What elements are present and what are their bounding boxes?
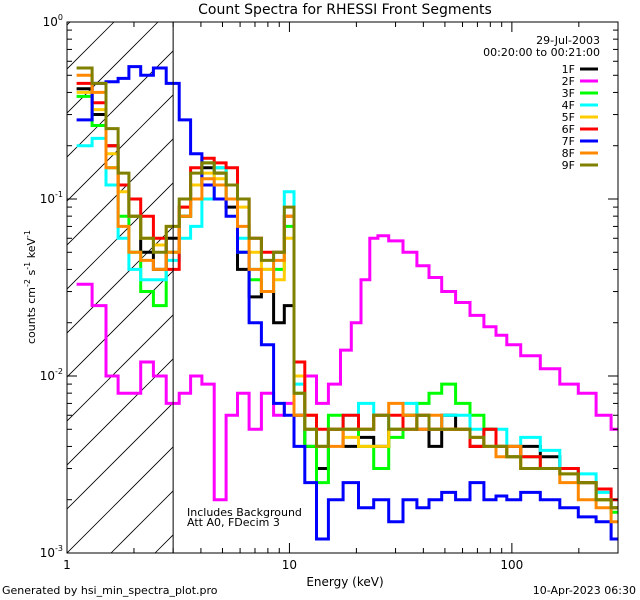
y-tick-label: 100 xyxy=(43,13,63,29)
legend-label-6F: 6F xyxy=(562,123,575,136)
plot-frame xyxy=(66,21,619,554)
legend-label-3F: 3F xyxy=(562,87,575,100)
x-axis-label: Energy (keV) xyxy=(306,575,383,589)
x-tick-label: 1 xyxy=(63,558,71,572)
y-tick-label: 10-2 xyxy=(40,367,63,383)
series-7F-line xyxy=(76,65,618,541)
series-2F-line xyxy=(76,234,618,502)
hatch-line xyxy=(375,22,640,553)
hatch-line xyxy=(67,138,174,246)
y-tick-label: 10-3 xyxy=(40,544,63,560)
generator-credit: Generated by hsi_min_spectra_plot.pro xyxy=(2,584,218,597)
legend-label-4F: 4F xyxy=(562,99,575,112)
generation-timestamp: 10-Apr-2023 06:30 xyxy=(532,584,636,597)
hatch-line xyxy=(67,358,174,466)
hatch-line xyxy=(67,402,174,510)
series-9F-line xyxy=(76,66,618,510)
chart-title: Count Spectra for RHESSI Front Segments xyxy=(198,2,492,18)
hatch-line xyxy=(463,22,640,553)
hatch-line xyxy=(67,182,174,290)
hatch-line xyxy=(67,270,174,378)
decimation-note: Att A0, FDecim 3 xyxy=(187,516,280,529)
legend-label-7F: 7F xyxy=(562,135,575,148)
time-range: 00:20:00 to 00:21:00 xyxy=(483,46,600,59)
hatch-line xyxy=(67,22,159,114)
x-tick-label: 10 xyxy=(282,558,297,572)
series-1F-line xyxy=(76,87,618,510)
hatch-line xyxy=(67,446,174,553)
legend-label-1F: 1F xyxy=(562,63,575,76)
background-note: Includes Background xyxy=(187,506,302,519)
series-8F-line xyxy=(76,73,618,524)
legend-label-8F: 8F xyxy=(562,147,575,160)
legend-label-9F: 9F xyxy=(562,159,575,172)
legend-label-2F: 2F xyxy=(562,75,575,88)
hatch-line xyxy=(67,94,174,202)
hatch-line xyxy=(67,50,174,158)
hatch-line xyxy=(419,22,640,553)
observation-date: 29-Jul-2003 xyxy=(536,34,600,47)
series-3F-line xyxy=(76,94,618,514)
hatch-line xyxy=(67,314,174,422)
y-axis-label: counts cm-2 s-1 keV-1 xyxy=(23,230,38,344)
x-tick-label: 100 xyxy=(500,558,523,572)
legend-label-5F: 5F xyxy=(562,111,575,124)
hatch-line xyxy=(67,226,174,334)
y-tick-label: 10-1 xyxy=(40,190,63,206)
